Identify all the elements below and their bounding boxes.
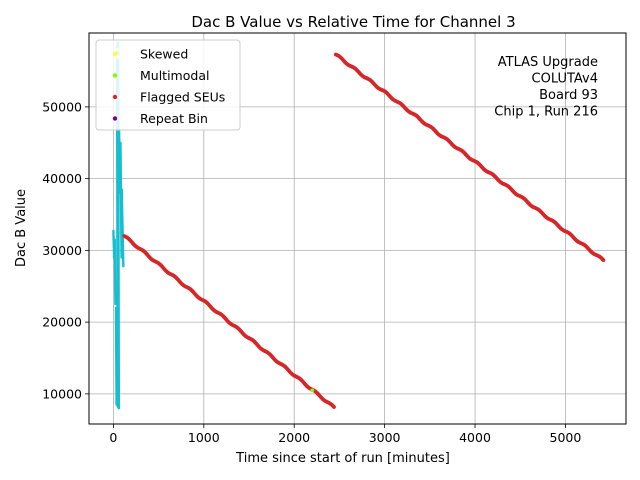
flagged-seu-series <box>122 52 606 409</box>
x-tick-label: 3000 <box>369 430 401 445</box>
y-tick-label: 50000 <box>42 99 82 114</box>
seu-point <box>332 405 336 409</box>
y-axis-ticks: 10000 20000 30000 40000 50000 <box>42 99 89 401</box>
y-axis-label: Dac B Value <box>14 189 29 267</box>
legend-box <box>95 39 241 131</box>
main-series-band <box>120 188 125 268</box>
legend-marker <box>112 116 118 121</box>
annotation-line: Board 93 <box>539 88 598 103</box>
legend-label: Multimodal <box>140 68 209 83</box>
x-tick-label: 2000 <box>278 430 310 445</box>
x-axis-ticks: 0 1000 2000 3000 4000 5000 <box>109 424 581 445</box>
y-tick-label: 40000 <box>42 171 82 186</box>
legend-marker <box>112 73 118 78</box>
y-tick-label: 10000 <box>42 386 82 401</box>
x-tick-label: 4000 <box>459 430 491 445</box>
plot-area-frame <box>88 32 627 425</box>
legend-label: Skewed <box>140 47 188 62</box>
legend: Skewed Multimodal Flagged SEUs Repeat Bin <box>95 39 241 131</box>
main-series-band <box>114 306 118 406</box>
main-series-band <box>113 238 117 306</box>
legend-label: Repeat Bin <box>140 111 208 126</box>
chart-title: Dac B Value vs Relative Time for Channel… <box>191 13 515 31</box>
annotation-line: ATLAS Upgrade <box>498 55 598 70</box>
annotation-line: Chip 1, Run 216 <box>494 105 598 120</box>
grid-lines <box>89 33 626 424</box>
legend-label: Flagged SEUs <box>140 90 225 105</box>
x-tick-label: 5000 <box>550 430 582 445</box>
legend-marker <box>112 94 118 100</box>
x-axis-label: Time since start of run [minutes] <box>235 451 450 466</box>
annotation-line: COLUTAv4 <box>532 72 598 87</box>
y-tick-label: 20000 <box>42 315 82 330</box>
y-tick-label: 30000 <box>42 243 82 258</box>
flag-point <box>310 388 315 393</box>
legend-marker <box>112 51 118 57</box>
x-tick-label: 0 <box>109 430 117 445</box>
x-tick-label: 1000 <box>188 430 220 445</box>
seu-point <box>601 258 606 263</box>
